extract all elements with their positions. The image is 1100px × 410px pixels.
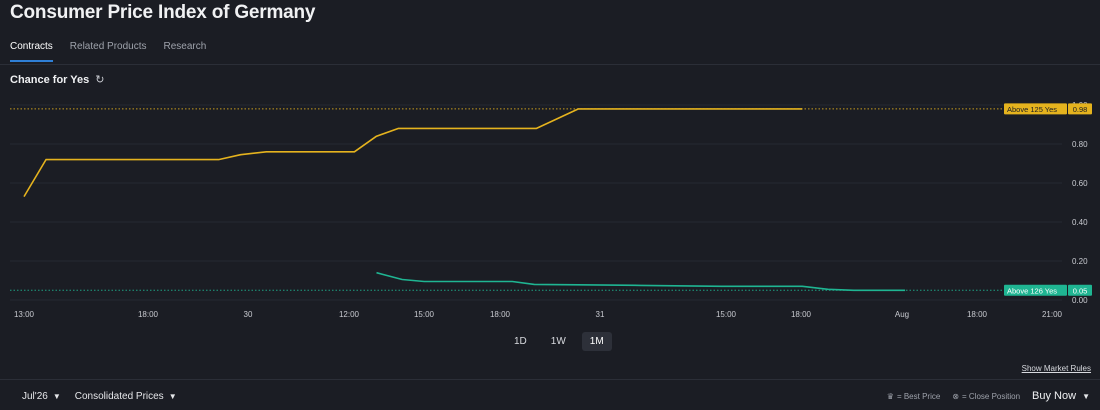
price-chart: 0.000.200.400.600.801.0013:0018:003012:0… (10, 101, 1092, 319)
close-circle-icon: ⊗ (952, 391, 960, 401)
refresh-icon[interactable]: ↻ (95, 74, 105, 86)
tab-bar: Contracts Related Products Research (10, 41, 206, 62)
best-price-legend: ♛ = Best Price (887, 392, 941, 401)
chevron-down-icon: ▼ (168, 392, 177, 401)
tab-research[interactable]: Research (163, 41, 207, 52)
y-tick-label: 0.60 (1072, 179, 1088, 188)
tabs-divider (0, 64, 1100, 65)
x-tick-label: Aug (895, 310, 909, 319)
chance-label: Chance for Yes (10, 73, 90, 86)
chevron-down-icon: ▼ (1082, 391, 1090, 401)
range-1d-button[interactable]: 1D (514, 336, 527, 347)
y-tick-label: 0.20 (1072, 257, 1088, 266)
series-name-box (1004, 103, 1067, 115)
buy-now-dropdown[interactable]: Buy Now ▼ (1032, 390, 1090, 402)
series-name-box (1004, 284, 1067, 296)
series-line (23, 108, 803, 198)
x-tick-label: 18:00 (490, 310, 511, 319)
range-1m-button[interactable]: 1M (581, 332, 612, 351)
chevron-down-icon: ▼ (52, 392, 61, 401)
price-type-label: Consolidated Prices (74, 391, 164, 402)
series-value-box (1068, 103, 1092, 115)
show-market-rules-link[interactable]: Show Market Rules (1021, 364, 1091, 373)
y-tick-label: 0.00 (1072, 296, 1088, 305)
x-tick-label: 18:00 (791, 310, 812, 319)
chance-header: Chance for Yes ↻ (10, 73, 105, 87)
month-dropdown[interactable]: Jul'26 ▼ (22, 391, 61, 402)
bottom-divider (0, 379, 1100, 380)
tab-contracts[interactable]: Contracts (10, 41, 53, 62)
month-dropdown-label: Jul'26 (22, 391, 48, 402)
range-1w-button[interactable]: 1W (550, 336, 566, 347)
range-selector: 1D 1W 1M (506, 332, 612, 351)
series-line (376, 271, 906, 292)
x-tick-label: 12:00 (339, 310, 360, 319)
bottom-right-controls: ♛ = Best Price ⊗ = Close Position Buy No… (887, 390, 1090, 402)
buy-now-label: Buy Now (1032, 390, 1077, 402)
price-type-dropdown[interactable]: Consolidated Prices ▼ (75, 391, 177, 402)
close-position-label: = Close Position (962, 391, 1021, 401)
x-tick-label: 18:00 (967, 310, 988, 319)
page-title: Consumer Price Index of Germany (10, 2, 316, 23)
series-value-box (1068, 284, 1092, 296)
x-tick-label: 15:00 (414, 310, 435, 319)
bottom-controls: Jul'26 ▼ Consolidated Prices ▼ (22, 391, 177, 402)
best-price-label: = Best Price (896, 391, 941, 401)
crown-icon: ♛ (886, 391, 894, 401)
series-name-label: Above 126 Yes (1007, 286, 1057, 295)
x-tick-label: 21:00 (1042, 310, 1063, 319)
series-name-label: Above 125 Yes (1007, 105, 1057, 114)
y-tick-label: 0.80 (1072, 140, 1088, 149)
series-value-label: 0.98 (1073, 105, 1088, 114)
close-position-legend: ⊗ = Close Position (952, 392, 1020, 401)
tab-related-products[interactable]: Related Products (69, 41, 147, 52)
x-tick-label: 15:00 (716, 310, 737, 319)
x-tick-label: 31 (596, 310, 605, 319)
x-tick-label: 30 (244, 310, 253, 319)
x-tick-label: 13:00 (14, 310, 35, 319)
x-tick-label: 18:00 (138, 310, 159, 319)
series-value-label: 0.05 (1073, 286, 1088, 295)
y-tick-label: 0.40 (1072, 218, 1088, 227)
